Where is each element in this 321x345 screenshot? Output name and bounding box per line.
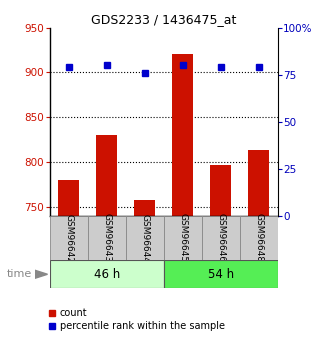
Bar	[164, 260, 278, 288]
Bar	[50, 260, 164, 288]
Text: 46 h: 46 h	[94, 268, 120, 281]
Text: GSM96644: GSM96644	[140, 214, 149, 263]
Bar	[202, 216, 240, 260]
Polygon shape	[35, 270, 48, 278]
Bar	[172, 55, 193, 216]
Title: GDS2233 / 1436475_at: GDS2233 / 1436475_at	[91, 13, 236, 27]
Bar	[96, 135, 117, 216]
Bar	[240, 216, 278, 260]
Bar	[248, 150, 269, 216]
Bar	[58, 180, 79, 216]
Bar	[164, 216, 202, 260]
Text: GSM96642: GSM96642	[64, 214, 73, 263]
Bar	[126, 216, 164, 260]
Text: GSM96645: GSM96645	[178, 214, 187, 263]
Bar	[210, 165, 231, 216]
Text: 54 h: 54 h	[208, 268, 234, 281]
Text: time: time	[6, 269, 32, 279]
Legend: count, percentile rank within the sample: count, percentile rank within the sample	[48, 308, 225, 332]
Bar	[50, 216, 88, 260]
Text: GSM96646: GSM96646	[216, 214, 225, 263]
Bar	[88, 216, 126, 260]
Text: GSM96648: GSM96648	[254, 214, 263, 263]
Text: GSM96643: GSM96643	[102, 214, 111, 263]
Bar	[134, 200, 155, 216]
